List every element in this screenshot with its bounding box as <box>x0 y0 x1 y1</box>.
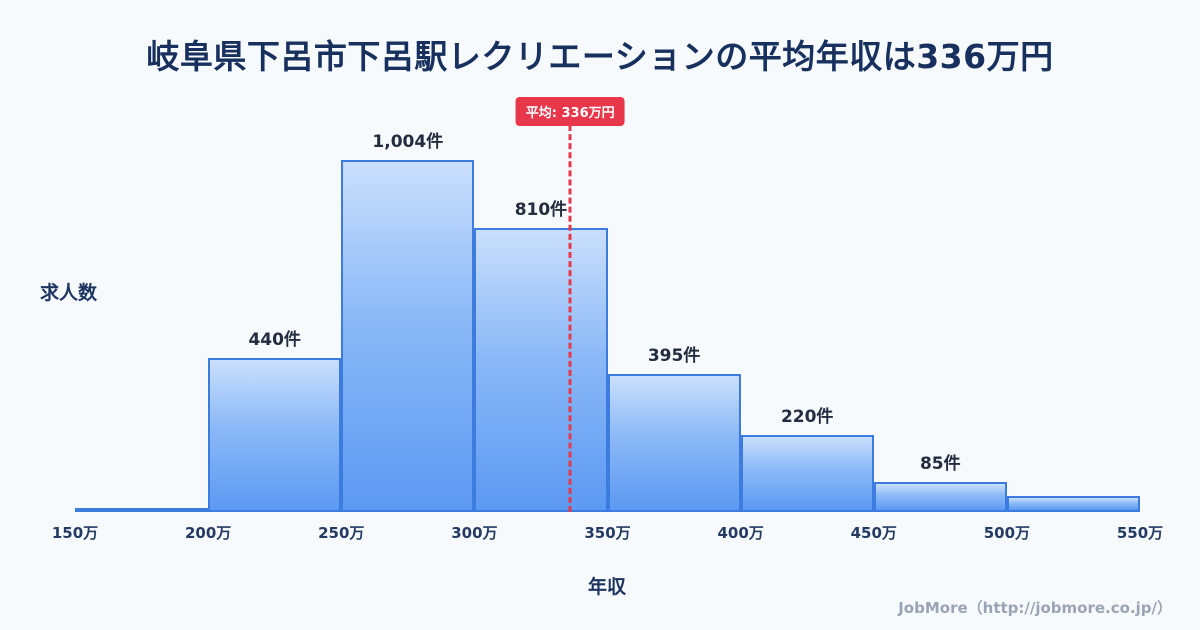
x-axis-tick: 200万 <box>184 524 232 542</box>
bar-value-label: 395件 <box>647 346 701 366</box>
bar-value-label: 220件 <box>780 407 834 427</box>
histogram-bar <box>75 508 209 512</box>
histogram-bar <box>740 435 874 512</box>
histogram-bar <box>341 160 475 512</box>
bar-value-label: 85件 <box>919 454 961 474</box>
histogram-bar <box>208 358 342 512</box>
x-axis-tick: 550万 <box>1116 524 1164 542</box>
x-axis-tick: 250万 <box>318 524 365 542</box>
x-axis-tick: 150万 <box>51 524 99 542</box>
plot-area: 440件 1,004件 810件 395件 220件 85件 平均: 336万円 150万… <box>52 97 1163 542</box>
bar-value-label: 810件 <box>514 200 568 220</box>
x-axis-tick: 500万 <box>983 524 1031 542</box>
y-axis-label: 求人数 <box>40 282 98 304</box>
histogram-bar <box>1006 496 1140 512</box>
bar-value-label: 1,004件 <box>372 132 444 152</box>
x-axis-tick: 400万 <box>717 524 764 542</box>
x-axis-tick: 350万 <box>584 524 631 542</box>
histogram-bar <box>873 482 1007 512</box>
bar-value-label: 440件 <box>248 330 301 350</box>
average-line <box>568 125 572 512</box>
histogram-bar <box>474 228 608 512</box>
footer-credit: JobMore（http://jobmore.co.jp/） <box>898 599 1172 617</box>
histogram-bar <box>607 374 741 512</box>
x-axis-label: 年収 <box>587 576 627 598</box>
average-badge: 平均: 336万円 <box>515 97 625 126</box>
chart-title: 岐阜県下呂市下呂駅レクリエーションの平均年収は336万円 <box>146 37 1054 76</box>
x-axis-tick: 300万 <box>451 524 498 542</box>
x-axis-tick: 450万 <box>850 524 897 542</box>
